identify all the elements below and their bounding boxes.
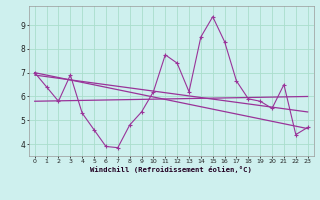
X-axis label: Windchill (Refroidissement éolien,°C): Windchill (Refroidissement éolien,°C) — [90, 166, 252, 173]
